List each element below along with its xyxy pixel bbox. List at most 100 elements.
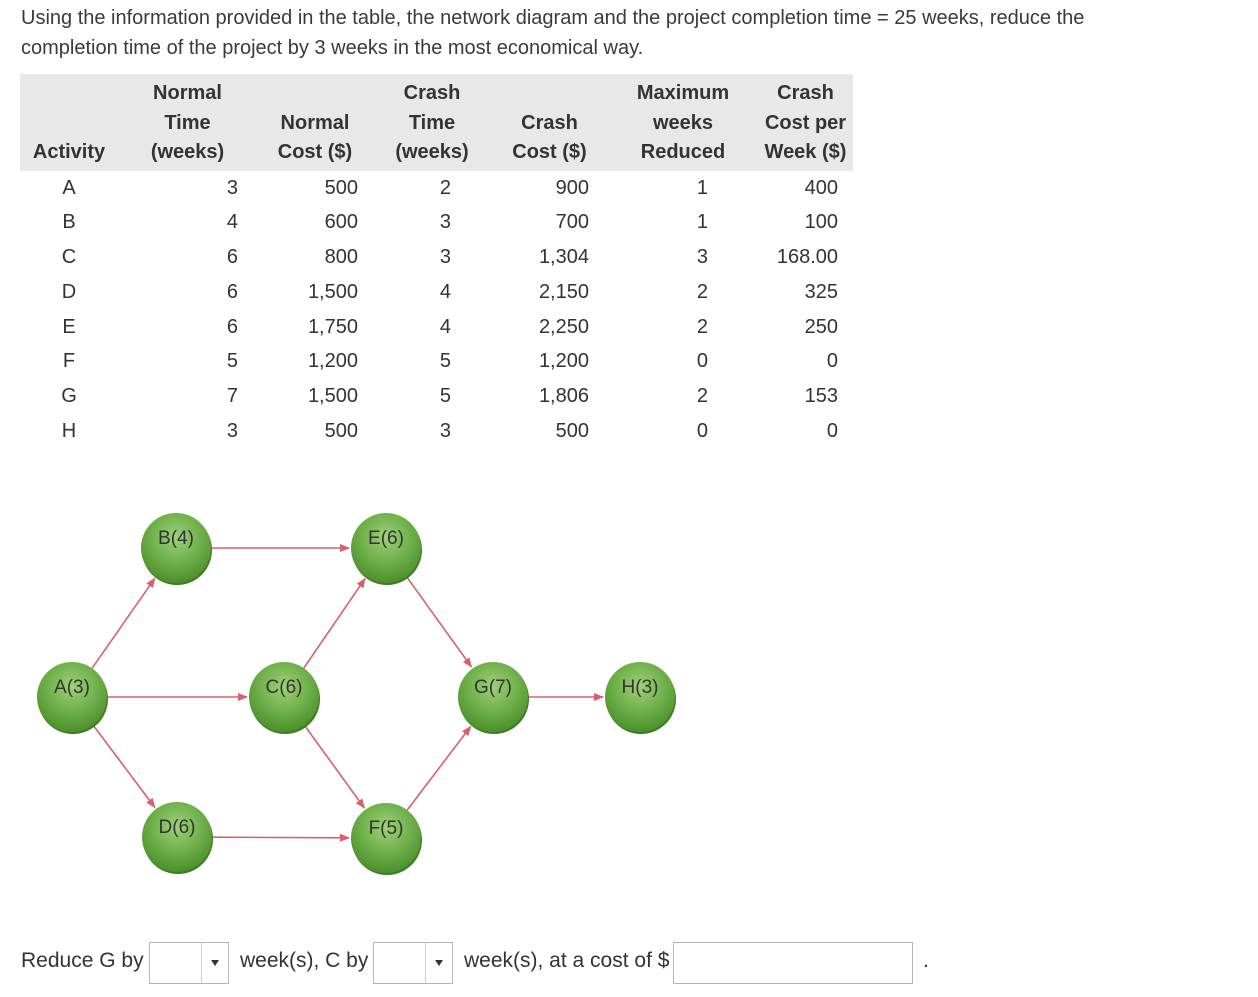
table-cell: 1,200 [307,350,358,373]
network-nodes: A(3) B(4) C(6) D(6) E(6) F(5) G(7) H(3) [37,513,676,875]
header-line: Normal [153,82,222,104]
node-circle [458,662,528,732]
node-h: H(3) [605,662,676,734]
edge-e-g [405,575,473,668]
header-line: Reduced [640,141,726,163]
table-cell: 1 [696,176,708,199]
table-cell: 3 [696,246,708,269]
table-cell: 3 [226,176,238,199]
edge-f-g [406,725,472,811]
table-row: D 6 1,500 4 2,150 2 325 [20,275,853,310]
header-line: Cost per [764,111,847,134]
node-label: F(5) [369,818,404,839]
node-circle [249,662,319,732]
table-cell: 400 [804,176,838,199]
header-line: Maximum [636,82,730,104]
activity-cell: G [61,385,77,408]
chevron-down-icon[interactable] [201,943,228,983]
table-cell: 900 [555,176,589,199]
header-line: Crash [777,82,834,104]
table-cell: 250 [804,315,838,338]
header-line: (weeks) [395,141,469,163]
header-line [491,79,608,109]
node-c: C(6) [249,662,320,734]
reduce-c-select[interactable] [373,942,453,984]
reduce-g-select[interactable] [149,942,229,984]
node-circle [605,662,675,732]
reduce-g-label: Reduce G by [21,949,144,972]
table-cell: 600 [324,211,358,234]
question-line-1: Using the information provided in the ta… [21,7,1085,29]
chevron-down-icon[interactable] [425,943,452,983]
activity-cell: B [62,211,76,234]
table-cell: 2,250 [538,315,589,338]
activity-cell: F [62,350,76,373]
table-cell: 1,200 [538,350,589,373]
node-label: E(6) [368,528,404,549]
activity-cell: A [62,176,76,199]
node-f: F(5) [351,803,422,875]
table-cell: 2 [696,385,708,408]
header-line [257,79,373,109]
table-header-cell: Crash Time (weeks) [373,74,491,171]
node-circle [351,803,421,873]
table-cell: 6 [226,246,238,269]
network-diagram: A(3) B(4) C(6) D(6) E(6) F(5) G(7) H(3) [37,513,676,875]
node-a: A(3) [37,662,108,734]
node-circle [351,513,421,583]
edge-c-f [303,724,365,809]
node-label: A(3) [54,677,90,698]
header-line: Time [164,111,211,134]
node-label: H(3) [622,677,659,698]
table-row: A 3 500 2 900 1 400 [20,171,853,206]
table-cell: 168.00 [776,246,838,269]
header-line: Activity [32,141,106,163]
header-line: Normal [280,111,350,134]
table-cell: 0 [826,350,838,373]
table-cell: 800 [324,246,358,269]
table-cell: 3 [226,420,238,443]
table-cell: 700 [555,211,589,234]
header-line: Cost ($) [512,141,587,163]
table-cell: 100 [804,211,838,234]
cost-input[interactable] [673,942,913,984]
table-cell: 4 [439,280,451,303]
question-text: Using the information provided in the ta… [21,3,1201,63]
table-cell: 2 [696,315,708,338]
header-line: Cost ($) [277,141,353,163]
node-circle [142,802,212,872]
node-e: E(6) [351,513,422,585]
table-row: F 5 1,200 5 1,200 0 0 [20,344,853,379]
cost-label: week(s), at a cost of $ [464,949,670,972]
table-row: H 3 500 3 500 0 0 [20,414,853,449]
table-header-cell: Normal Time (weeks) [118,74,257,171]
answer-row: Reduce G by week(s), C by week(s), at a … [21,941,1241,987]
table-cell: 5 [439,385,451,408]
table-cell: 3 [439,420,451,443]
table-cell: 1 [696,211,708,234]
node-label: G(7) [474,677,512,698]
table-row: G 7 1,500 5 1,806 2 153 [20,379,853,414]
node-b: B(4) [141,513,212,585]
table-cell: 325 [804,280,838,303]
table-cell: 2 [439,176,451,199]
table-cell: 1,500 [307,280,358,303]
table-cell: 153 [804,385,838,408]
edge-a-d [92,724,156,809]
node-circle [37,662,107,732]
header-line: Crash [403,82,461,104]
table-header-row: Activity Normal Time (weeks) Normal Cost ($)… [20,74,853,171]
activity-cell: C [61,246,77,269]
table-cell: 2 [696,280,708,303]
end-period: . [923,949,929,972]
weeks-c-label: week(s), C by [240,949,369,972]
table-row: C 6 800 3 1,304 3 168.00 [20,240,853,275]
table-row: B 4 600 3 700 1 100 [20,205,853,240]
activity-cell: D [61,280,77,303]
table-cell: 500 [555,420,589,443]
table-header-cell: Activity [20,74,118,171]
table-cell: 0 [696,420,708,443]
table-cell: 3 [439,246,451,269]
table-cell: 6 [226,315,238,338]
node-label: D(6) [159,817,196,838]
